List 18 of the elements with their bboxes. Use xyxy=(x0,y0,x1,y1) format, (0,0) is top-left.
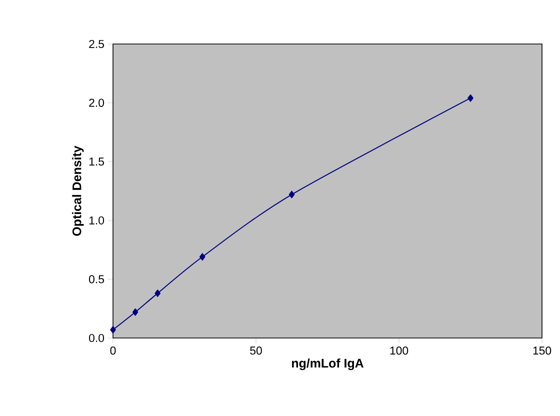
y-tick-label: 1.5 xyxy=(89,158,104,166)
x-tick-label: 150 xyxy=(533,346,552,355)
point xyxy=(468,94,474,102)
x-tick-label: 50 xyxy=(250,346,262,355)
point xyxy=(199,253,206,261)
point xyxy=(154,290,161,298)
x-axis-title: ng/mLof IgA xyxy=(292,358,364,370)
y-tick-label: 0.5 xyxy=(89,275,104,284)
x-tick-label: 100 xyxy=(390,346,408,355)
point xyxy=(288,190,295,198)
y-tick-label: 2.5 xyxy=(89,40,104,48)
y-axis-title: Optical Density xyxy=(72,146,84,236)
y-tick-label: 1.0 xyxy=(89,216,104,224)
point xyxy=(132,308,138,316)
y-tick-label: 0.0 xyxy=(89,334,104,342)
point xyxy=(110,326,116,334)
x-tick-label: 0 xyxy=(110,346,116,355)
y-tick-label: 2.0 xyxy=(89,98,104,107)
